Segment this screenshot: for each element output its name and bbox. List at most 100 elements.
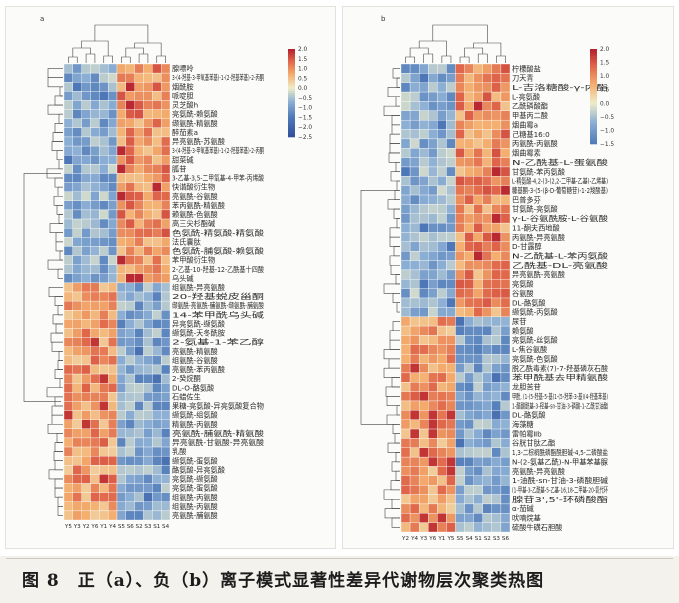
heatmap-cell [428, 363, 438, 374]
heatmap-cell [116, 291, 127, 302]
heatmap-cell [473, 485, 483, 495]
heatmap-cell [437, 325, 447, 336]
heatmap-cell [491, 428, 502, 439]
heatmap-cell [455, 410, 465, 420]
heatmap-cell [437, 335, 447, 345]
legend-swatch [288, 64, 295, 67]
heatmap-cell [464, 297, 474, 308]
heatmap-cell [418, 241, 429, 252]
heatmap-cell [491, 307, 502, 317]
heatmap-cell [418, 166, 429, 177]
heatmap-cell [72, 446, 82, 457]
heatmap-cell [418, 325, 429, 336]
row-label: 快谐酸衍生物 [172, 183, 215, 192]
heatmap-cell [143, 437, 153, 448]
heatmap-cell [473, 185, 483, 196]
heatmap-cell [125, 72, 135, 83]
heatmap-cell [152, 109, 162, 119]
heatmap-cell [90, 310, 100, 320]
heatmap-cell [116, 82, 127, 92]
heatmap-cell [143, 455, 153, 466]
heatmap-cell [400, 447, 411, 458]
heatmap-cell [81, 182, 91, 192]
heatmap-cell [446, 232, 456, 243]
legend-swatch [288, 86, 295, 89]
heatmap-cell [491, 372, 502, 383]
heatmap-cell [63, 465, 74, 475]
heatmap-cell [418, 82, 429, 93]
column-label: S3 [493, 536, 501, 542]
heatmap-cell [455, 73, 465, 83]
heatmap-cell [482, 325, 493, 336]
heatmap-cell [116, 319, 127, 329]
heatmap-cell [500, 251, 511, 261]
heatmap-cell [437, 185, 447, 196]
heatmap-cell [116, 328, 127, 338]
heatmap-cells [63, 63, 171, 521]
heatmap-cell [409, 166, 420, 177]
heatmap-cell [134, 446, 144, 457]
heatmap-cell [99, 82, 109, 92]
heatmap-cell [107, 465, 118, 475]
heatmap-cell [409, 148, 420, 158]
heatmap-cell [160, 483, 171, 493]
column-label: Y4 [410, 536, 418, 542]
row-label: N-乙酰基-L-苯丙氨酸 [512, 252, 608, 261]
heatmap-cell [437, 363, 447, 374]
heatmap-cell [90, 446, 100, 457]
heatmap-cell [473, 456, 483, 467]
heatmap-cell [428, 222, 438, 233]
heatmap-cell [400, 428, 411, 439]
heatmap-cell [455, 63, 465, 74]
heatmap-cell [437, 82, 447, 93]
heatmap-cell [81, 446, 91, 457]
heatmap-cell [152, 209, 162, 220]
heatmap-cell [482, 148, 493, 158]
column-label: S5 [456, 536, 464, 542]
heatmap-cell [160, 373, 171, 384]
row-label: 异亮氨酰-苏氨酸 [172, 137, 225, 146]
heatmap-cell [99, 373, 109, 384]
heatmap-cell [409, 456, 420, 467]
heatmap-cell [455, 494, 465, 505]
heatmap-cell [116, 483, 127, 493]
heatmap-cell [446, 288, 456, 299]
heatmap-cell [464, 456, 474, 467]
row-label: DL-O-酪氨酸 [172, 383, 214, 392]
heatmap-cell [464, 494, 474, 505]
heatmap-cell [437, 204, 447, 214]
heatmap-cell [63, 246, 74, 256]
heatmap-cell [90, 455, 100, 466]
heatmap-cell [400, 288, 411, 299]
heatmap-cell [464, 166, 474, 177]
legend-swatch [288, 95, 295, 98]
heatmap-cell [446, 73, 456, 83]
heatmap-cell [81, 355, 91, 366]
heatmap-cell [418, 400, 429, 411]
heatmap-cell [418, 101, 429, 111]
heatmap-cell [134, 237, 144, 247]
legend-swatch [590, 136, 597, 140]
heatmap-cell [81, 136, 91, 147]
heatmap-cell [125, 282, 135, 293]
heatmap-cell [63, 100, 74, 110]
heatmap-cell [125, 346, 135, 357]
legend-swatch [288, 53, 295, 56]
heatmap-cell [446, 138, 456, 149]
heatmap-cell [455, 176, 465, 186]
row-label: 缬氨酰-组氨酸 [172, 411, 218, 420]
heatmap-cell [455, 456, 465, 467]
heatmap-cell [152, 510, 162, 521]
heatmap-cell [63, 428, 74, 439]
row-dendrogram [360, 68, 400, 528]
heatmap-cell [455, 166, 465, 177]
heatmap-cell [72, 218, 82, 229]
heatmap-cell [125, 145, 135, 156]
figure-caption-area: 图 8 正（a）、负（b）离子模式显著性差异代谢物层次聚类热图 [0, 556, 679, 603]
heatmap-cell [72, 227, 82, 238]
heatmap-cell [99, 483, 109, 493]
heatmap-cell [134, 455, 144, 466]
heatmap-cell [409, 260, 420, 271]
heatmap-cell [125, 227, 135, 238]
heatmap-cell [107, 173, 118, 183]
